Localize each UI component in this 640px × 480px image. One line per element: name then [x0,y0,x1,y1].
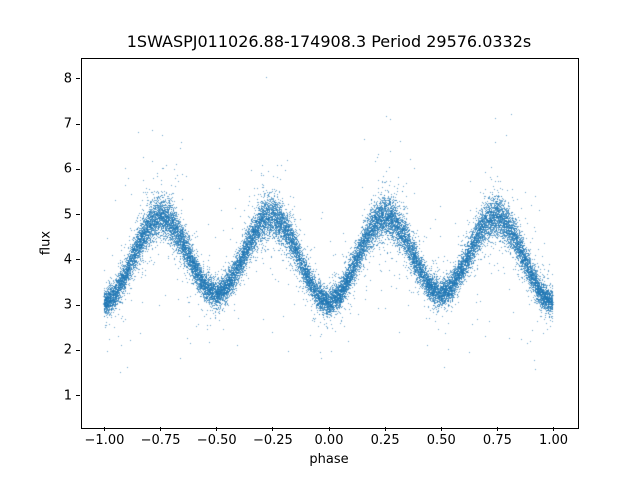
y-tick-mark [76,78,80,80]
y-tick-label: 6 [63,161,72,177]
x-tick-label: 1.00 [539,433,569,448]
x-tick-label: 0.25 [370,433,400,448]
chart-title: 1SWASPJ011026.88-174908.3 Period 29576.0… [126,32,532,51]
y-tick-label: 3 [63,297,72,313]
y-tick-label: 8 [63,71,72,87]
x-tick-mark [160,427,162,431]
y-tick-mark [76,395,80,397]
plot-area [81,58,579,429]
x-axis-label: phase [309,452,349,467]
y-tick-mark [76,214,80,216]
x-tick-label: 0.00 [314,433,344,448]
y-tick-mark [76,349,80,351]
x-tick-mark [384,427,386,431]
y-tick-label: 2 [63,342,72,358]
x-tick-label: −0.25 [252,433,293,448]
y-tick-mark [76,304,80,306]
x-tick-label: 0.75 [482,433,512,448]
y-tick-mark [76,168,80,170]
y-tick-mark [76,123,80,125]
x-tick-label: −1.00 [84,433,125,448]
x-tick-label: −0.75 [140,433,181,448]
x-tick-mark [553,427,555,431]
x-tick-mark [272,427,274,431]
scatter-canvas [82,59,576,426]
y-tick-label: 4 [63,252,72,268]
y-tick-label: 5 [63,207,72,223]
x-tick-mark [496,427,498,431]
x-tick-mark [216,427,218,431]
x-tick-label: 0.50 [426,433,456,448]
y-tick-label: 7 [63,116,72,132]
x-tick-mark [328,427,330,431]
x-tick-mark [103,427,105,431]
y-tick-label: 1 [63,388,72,404]
x-tick-mark [440,427,442,431]
y-tick-mark [76,259,80,261]
x-tick-label: −0.50 [196,433,237,448]
